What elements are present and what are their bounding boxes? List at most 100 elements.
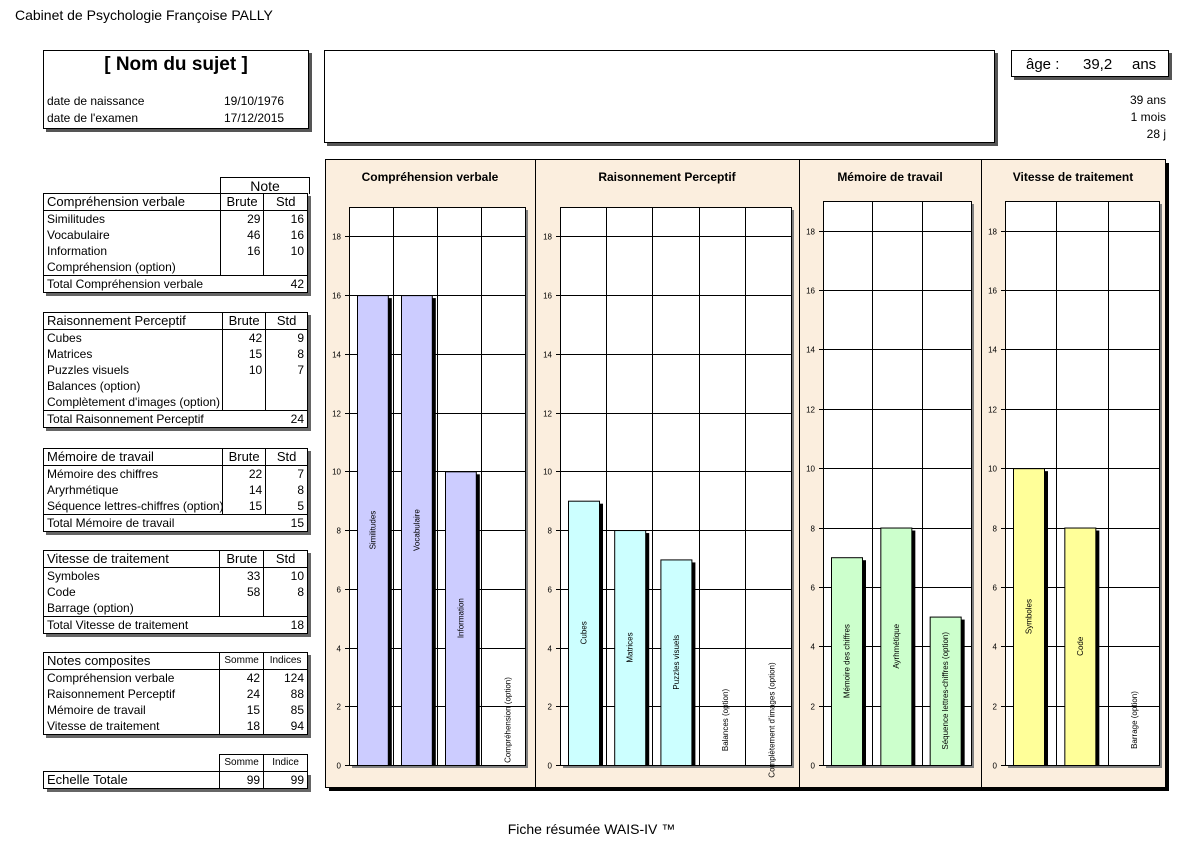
row-std: 8 [263, 584, 308, 600]
rp-std-header: Std [265, 312, 308, 330]
y-tick-label: 10 [543, 468, 552, 477]
table-row: Mémoire des chiffres 22 7 [43, 465, 308, 482]
row-std [263, 600, 308, 617]
y-tick-label: 8 [548, 527, 553, 536]
row-brute: 42 [221, 329, 266, 346]
row-brute [221, 378, 266, 394]
bar [831, 557, 863, 767]
row-brute: 29 [219, 210, 264, 227]
row-indice: 88 [263, 686, 308, 702]
y-tick-label: 10 [806, 465, 815, 474]
y-tick-label: 0 [811, 762, 816, 771]
row-label: Vocabulaire [43, 227, 221, 243]
y-tick-label: 12 [543, 410, 552, 419]
mt-title: Mémoire de travail [43, 448, 223, 466]
row-std: 7 [265, 362, 308, 378]
bar-label: Code [1076, 636, 1085, 656]
table-row: Mémoire de travail 15 85 [42, 702, 308, 718]
row-std: 16 [263, 227, 308, 243]
bar-label: Information [456, 598, 465, 638]
y-tick-label: 2 [337, 703, 342, 712]
row-brute: 15 [221, 498, 266, 515]
y-tick-label: 0 [548, 762, 553, 771]
y-tick-label: 18 [543, 233, 552, 242]
y-tick-label: 12 [332, 410, 341, 419]
y-tick-label: 12 [988, 406, 997, 415]
row-brute: 15 [221, 346, 266, 362]
row-indice: 94 [263, 718, 308, 735]
y-tick-label: 4 [548, 645, 553, 654]
total-label: Total Vitesse de traitement [42, 616, 220, 634]
vt-std-header: Std [263, 550, 308, 568]
bar [660, 559, 693, 766]
wais-chart: Compréhension verbale 0 2 4 6 8 10 12 14 16 18 Simi… [325, 159, 1169, 791]
age-days: 28 j [1146, 127, 1166, 141]
row-std: 5 [265, 498, 308, 515]
y-tick-label: 6 [548, 586, 553, 595]
row-label: Compréhension (option) [43, 259, 221, 276]
echelle-label: Echelle Totale [42, 771, 220, 789]
composites-somme-header: Somme [219, 652, 264, 670]
subject-name: [ Nom du sujet ] [104, 54, 248, 75]
notes-box [324, 50, 995, 143]
table-cv: Compréhension verbale Brute Std Similitu… [43, 193, 308, 293]
row-std: 10 [263, 567, 308, 584]
mt-brute-header: Brute [221, 448, 266, 466]
table-row: Barrage (option) [42, 600, 308, 617]
age-months: 1 mois [1130, 110, 1166, 124]
table-row: Balances (option) [43, 378, 308, 394]
row-somme: 24 [219, 686, 264, 702]
age-unit: ans [1132, 56, 1157, 73]
y-tick-label: 18 [988, 228, 997, 237]
composites-indices-header: Indices [263, 652, 308, 670]
row-brute: 33 [219, 567, 264, 584]
total-value: 18 [263, 616, 308, 634]
bar [880, 527, 913, 766]
bar [1064, 527, 1097, 766]
total-row: Total Raisonnement Perceptif 24 [43, 410, 308, 428]
cv-brute-header: Brute [219, 193, 264, 211]
table-row: Puzzles visuels 10 7 [43, 362, 308, 378]
row-std [263, 259, 308, 276]
y-tick-label: 2 [548, 703, 553, 712]
bar-label: Similitudes [368, 511, 377, 550]
row-brute: 46 [219, 227, 264, 243]
table-row: Aryrhmétique 14 8 [43, 482, 308, 498]
table-row: Matrices 15 8 [43, 346, 308, 362]
echelle-somme: 99 [219, 771, 264, 789]
subject-box: [ Nom du sujet ] date de naissance 19/10… [43, 50, 309, 129]
row-label: Similitudes [43, 210, 221, 227]
row-label: Code [42, 584, 220, 600]
total-label: Total Mémoire de travail [43, 514, 223, 532]
age-box: âge : 39,2 ans [1011, 50, 1169, 77]
row-std: 8 [265, 346, 308, 362]
bar-label: Vocabulaire [412, 509, 421, 551]
y-tick-label: 2 [811, 703, 816, 712]
bar-label: Compréhension (option) [503, 677, 512, 763]
table-total: Somme Indice Echelle Totale 99 99 [42, 754, 308, 789]
bar-label: Balances (option) [721, 689, 730, 752]
y-tick-label: 10 [332, 468, 341, 477]
rp-brute-header: Brute [221, 312, 266, 330]
row-label: Cubes [43, 329, 223, 346]
row-label: Vitesse de traitement [42, 718, 220, 735]
row-label: Information [43, 243, 221, 259]
exam-label: date de l'examen [47, 111, 139, 125]
total-indice-header: Indice [263, 754, 308, 772]
row-label: Matrices [43, 346, 223, 362]
y-tick-label: 16 [543, 292, 552, 301]
row-std [265, 394, 308, 411]
row-std: 8 [265, 482, 308, 498]
row-indice: 85 [263, 702, 308, 718]
table-vt: Vitesse de traitement Brute Std Symboles… [42, 550, 308, 634]
y-tick-label: 18 [332, 233, 341, 242]
age-years: 39 ans [1129, 93, 1166, 107]
table-row: Symboles 33 10 [42, 567, 308, 584]
cv-std-header: Std [263, 193, 308, 211]
table-row: Cubes 42 9 [43, 329, 308, 346]
table-rp: Raisonnement Perceptif Brute Std Cubes 4… [43, 312, 308, 428]
bar [568, 500, 600, 766]
note-header: Note [220, 177, 310, 194]
age-value: 39,2 [1083, 56, 1113, 73]
bar [401, 295, 433, 767]
